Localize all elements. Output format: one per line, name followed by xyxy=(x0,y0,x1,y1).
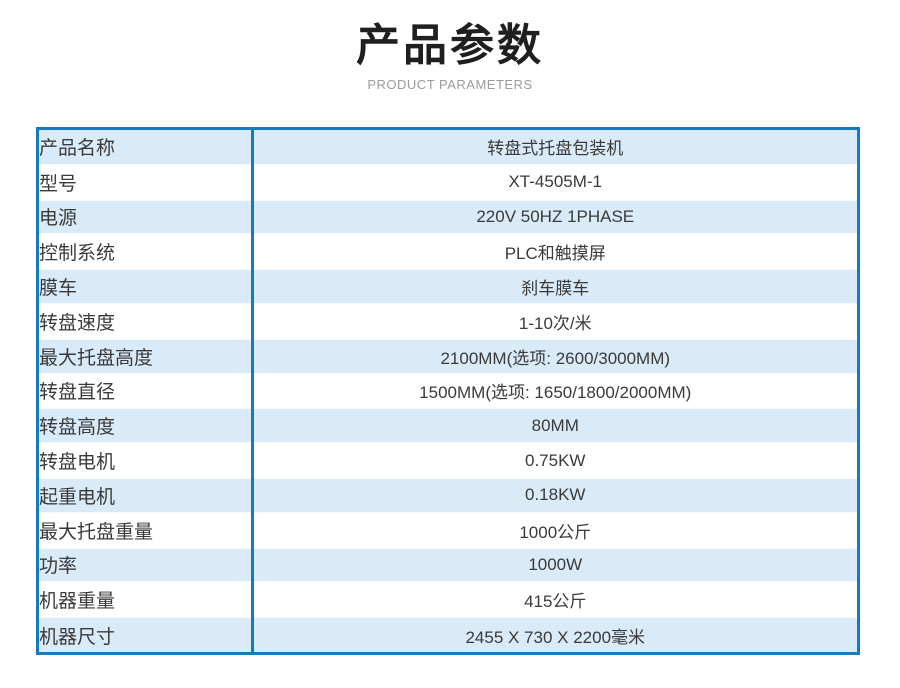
param-label-cell: 机器尺寸 xyxy=(39,617,254,652)
table-row: 转盘高度 80MM xyxy=(39,408,857,445)
parameters-table-wrapper: 产品名称 转盘式托盘包装机 型号 XT-4505M-1 电源 220V 50HZ… xyxy=(36,127,860,655)
param-label-cell: 最大托盘重量 xyxy=(39,512,254,549)
param-label-cell: 膜车 xyxy=(39,269,254,305)
table-row: 最大托盘重量 1000公斤 xyxy=(39,512,857,549)
param-value-cell: 1000公斤 xyxy=(252,512,857,549)
param-value-cell: 220V 50HZ 1PHASE xyxy=(252,199,857,236)
param-value-cell: 2455 X 730 X 2200毫米 xyxy=(252,617,857,652)
param-value-cell: 转盘式托盘包装机 xyxy=(252,130,857,166)
page-title: 产品参数 xyxy=(356,21,544,70)
param-value-cell: 0.75KW xyxy=(252,443,857,479)
param-label-cell: 转盘速度 xyxy=(39,303,254,340)
page-subtitle: PRODUCT PARAMETERS xyxy=(367,76,533,92)
param-label-cell: 转盘电机 xyxy=(39,443,254,479)
param-value-cell: 415公斤 xyxy=(252,582,857,619)
param-label-cell: 控制系统 xyxy=(39,234,254,271)
param-value-cell: XT-4505M-1 xyxy=(252,164,857,201)
param-label-cell: 转盘高度 xyxy=(39,408,254,445)
param-label-cell: 机器重量 xyxy=(39,582,254,619)
param-value-cell: 1000W xyxy=(252,547,857,584)
table-row: 电源 220V 50HZ 1PHASE xyxy=(39,199,857,236)
table-row: 转盘速度 1-10次/米 xyxy=(39,303,857,340)
table-row: 控制系统 PLC和触摸屏 xyxy=(39,234,857,271)
param-value-cell: 2100MM(选项: 2600/3000MM) xyxy=(252,338,857,375)
param-label-cell: 电源 xyxy=(39,199,254,236)
param-label-cell: 起重电机 xyxy=(39,477,254,514)
parameters-table-body: 产品名称 转盘式托盘包装机 型号 XT-4505M-1 电源 220V 50HZ… xyxy=(39,130,857,652)
param-value-cell: 1-10次/米 xyxy=(252,303,857,340)
table-row: 产品名称 转盘式托盘包装机 xyxy=(39,130,857,166)
page-header: 产品参数 PRODUCT PARAMETERS xyxy=(0,0,900,92)
param-value-cell: 80MM xyxy=(252,408,857,445)
param-label-cell: 型号 xyxy=(39,164,254,201)
param-label-cell: 转盘直径 xyxy=(39,373,254,410)
table-row: 机器重量 415公斤 xyxy=(39,582,857,619)
table-row: 机器尺寸 2455 X 730 X 2200毫米 xyxy=(39,617,857,652)
parameters-table: 产品名称 转盘式托盘包装机 型号 XT-4505M-1 电源 220V 50HZ… xyxy=(39,130,857,652)
param-value-cell: 刹车膜车 xyxy=(252,269,857,305)
table-row: 膜车 刹车膜车 xyxy=(39,269,857,305)
param-label-cell: 功率 xyxy=(39,547,254,584)
param-value-cell: 1500MM(选项: 1650/1800/2000MM) xyxy=(252,373,857,410)
param-value-cell: 0.18KW xyxy=(252,477,857,514)
table-row: 型号 XT-4505M-1 xyxy=(39,164,857,201)
table-row: 起重电机 0.18KW xyxy=(39,477,857,514)
param-value-cell: PLC和触摸屏 xyxy=(252,234,857,271)
table-row: 转盘电机 0.75KW xyxy=(39,443,857,479)
table-row: 功率 1000W xyxy=(39,547,857,584)
param-label-cell: 产品名称 xyxy=(39,130,254,166)
table-row: 最大托盘高度 2100MM(选项: 2600/3000MM) xyxy=(39,338,857,375)
table-row: 转盘直径 1500MM(选项: 1650/1800/2000MM) xyxy=(39,373,857,410)
param-label-cell: 最大托盘高度 xyxy=(39,338,254,375)
